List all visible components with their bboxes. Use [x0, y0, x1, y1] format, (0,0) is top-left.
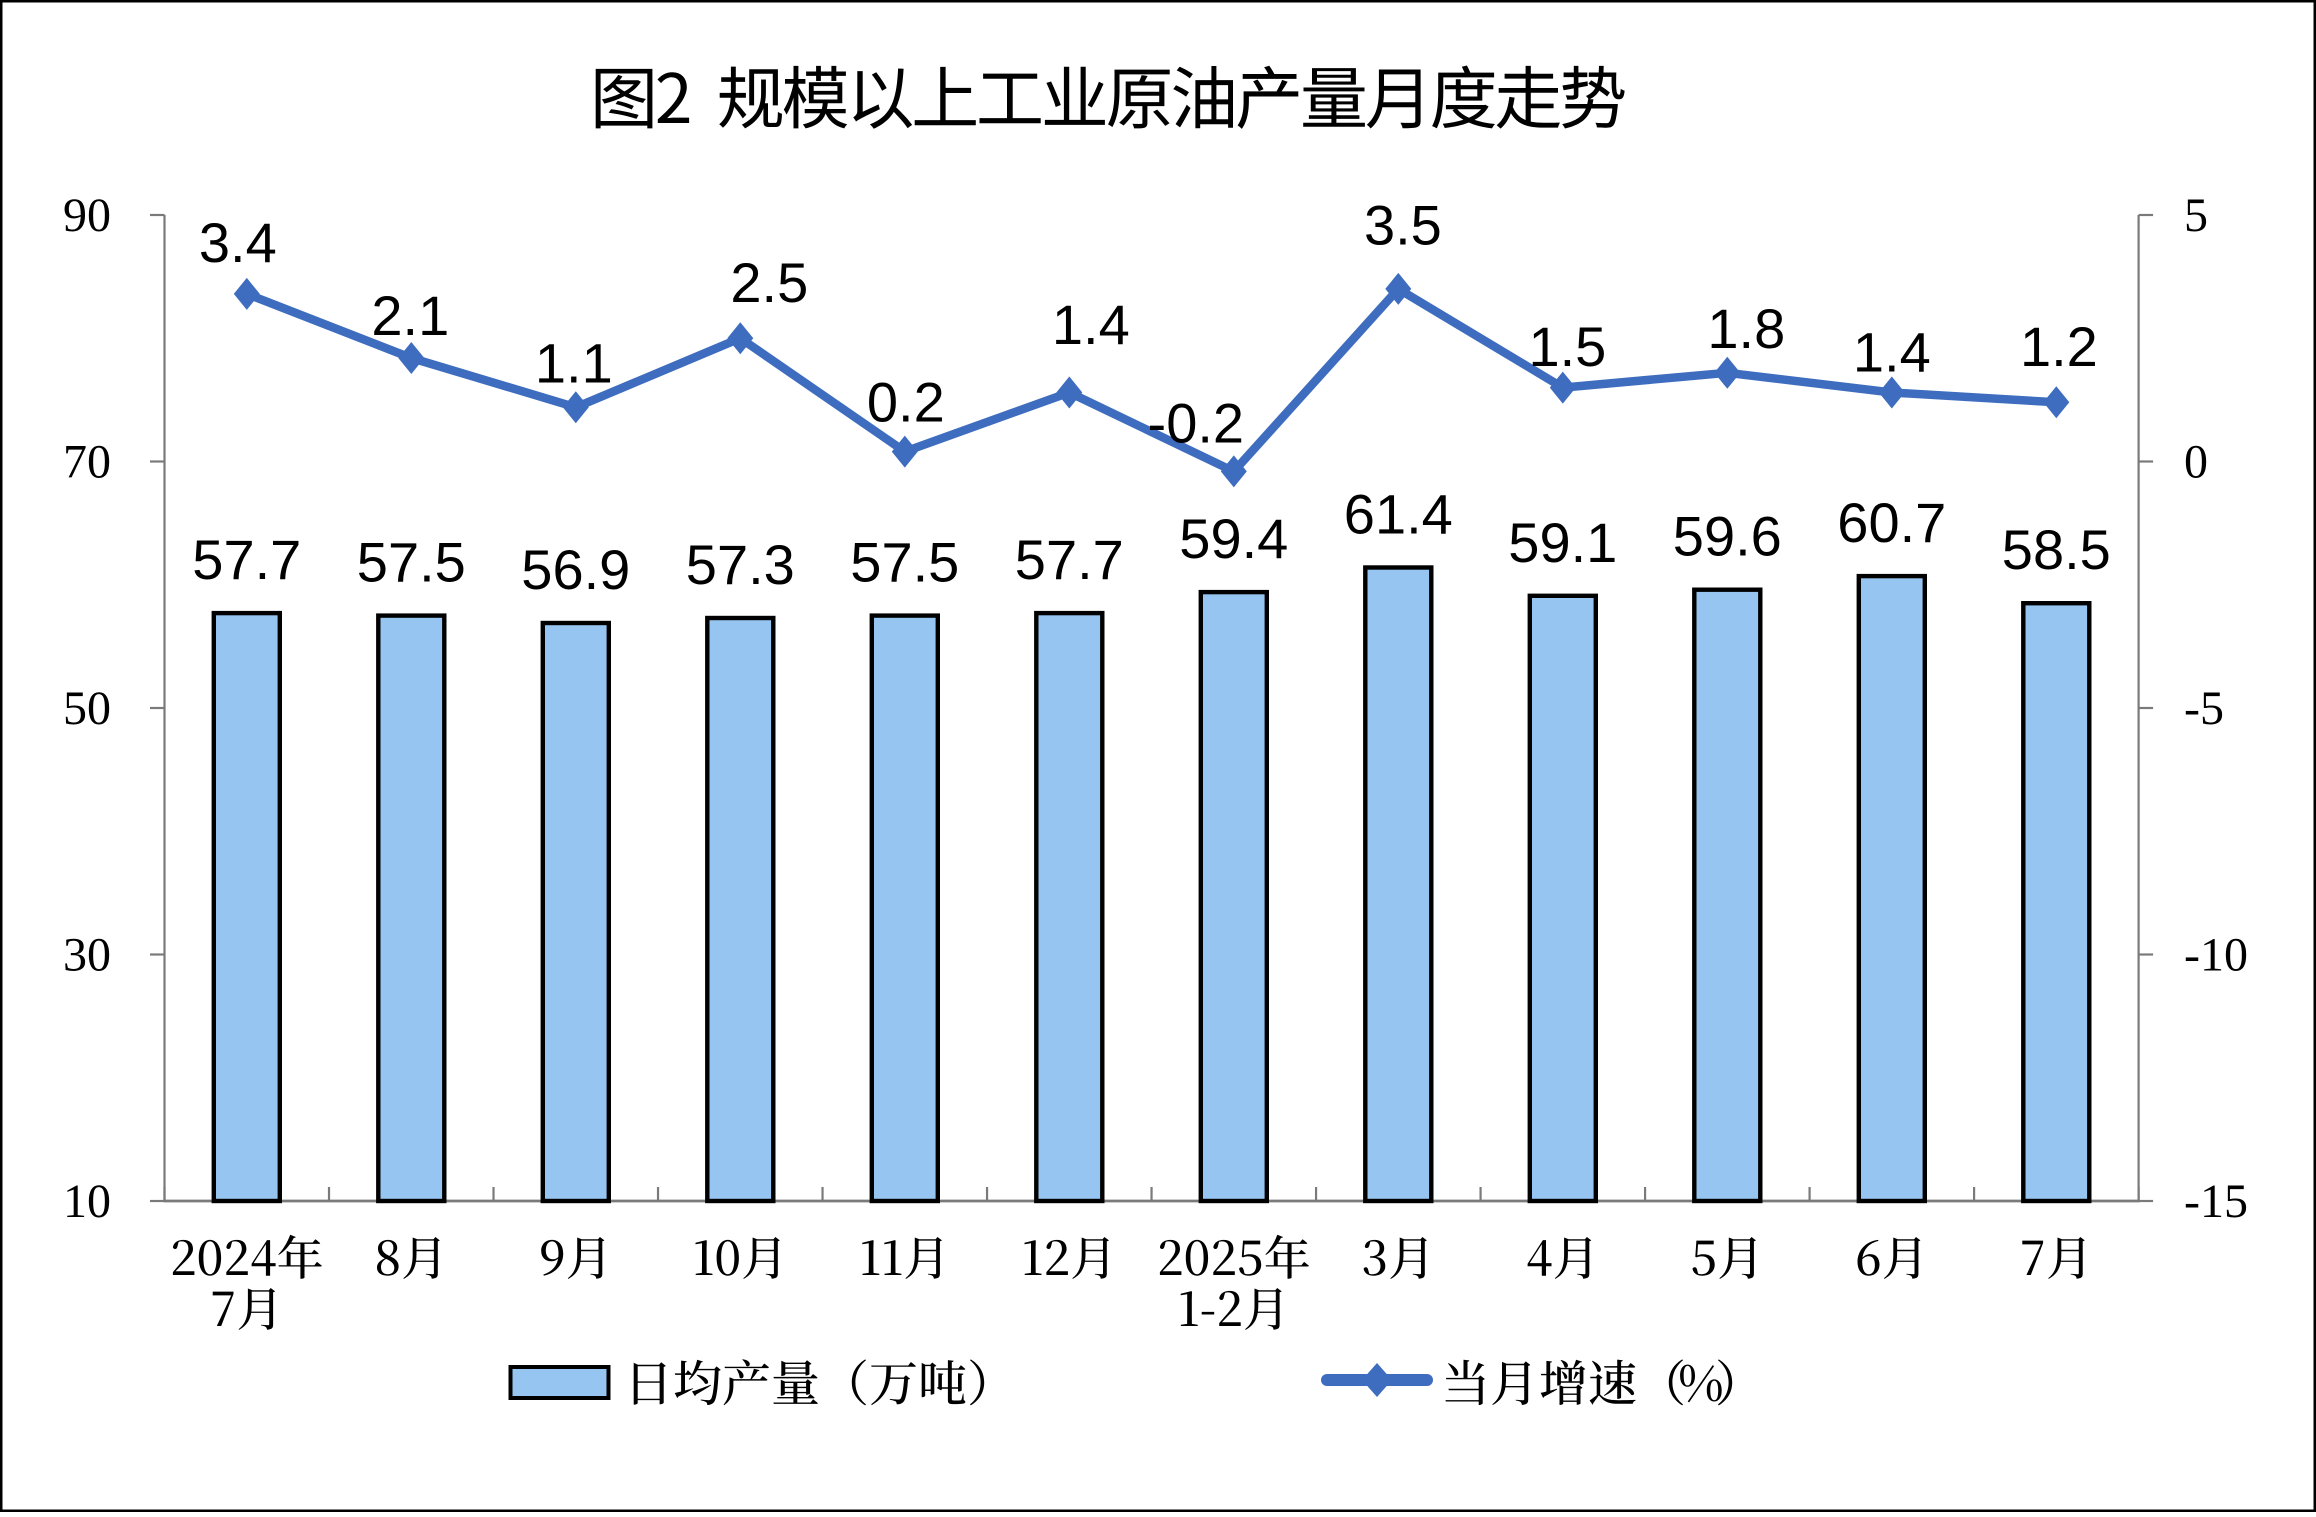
svg-text:59.4: 59.4	[1179, 507, 1288, 570]
svg-text:61.4: 61.4	[1344, 483, 1453, 546]
svg-text:57.7: 57.7	[1015, 528, 1124, 591]
svg-text:-5: -5	[2184, 682, 2224, 735]
svg-text:50: 50	[63, 682, 111, 735]
svg-text:0: 0	[2184, 436, 2208, 489]
svg-text:57.7: 57.7	[192, 528, 301, 591]
svg-text:57.5: 57.5	[357, 531, 466, 594]
svg-text:10: 10	[63, 1175, 111, 1228]
svg-text:70: 70	[63, 436, 111, 489]
svg-text:2.5: 2.5	[730, 251, 808, 314]
svg-text:-10: -10	[2184, 929, 2248, 982]
svg-text:56.9: 56.9	[521, 538, 630, 601]
svg-text:59.6: 59.6	[1673, 505, 1782, 568]
svg-text:1.4: 1.4	[1853, 321, 1931, 384]
svg-text:1.5: 1.5	[1528, 315, 1606, 378]
svg-text:60.7: 60.7	[1837, 491, 1946, 554]
svg-text:90: 90	[63, 189, 111, 242]
svg-text:-15: -15	[2184, 1175, 2248, 1228]
svg-text:5: 5	[2184, 189, 2208, 242]
svg-text:58.5: 58.5	[2002, 518, 2111, 581]
svg-text:1.2: 1.2	[2020, 315, 2098, 378]
svg-text:57.5: 57.5	[850, 531, 959, 594]
svg-text:3.4: 3.4	[199, 211, 277, 274]
svg-text:57.3: 57.3	[686, 533, 795, 596]
svg-text:-0.2: -0.2	[1148, 392, 1245, 455]
svg-text:30: 30	[63, 929, 111, 982]
svg-text:3.5: 3.5	[1364, 194, 1442, 257]
svg-text:1.1: 1.1	[535, 331, 613, 394]
svg-text:1.4: 1.4	[1052, 293, 1130, 356]
svg-text:1.8: 1.8	[1707, 297, 1785, 360]
svg-text:0.2: 0.2	[867, 371, 945, 434]
svg-text:2.1: 2.1	[371, 284, 449, 347]
svg-text:59.1: 59.1	[1508, 511, 1617, 574]
